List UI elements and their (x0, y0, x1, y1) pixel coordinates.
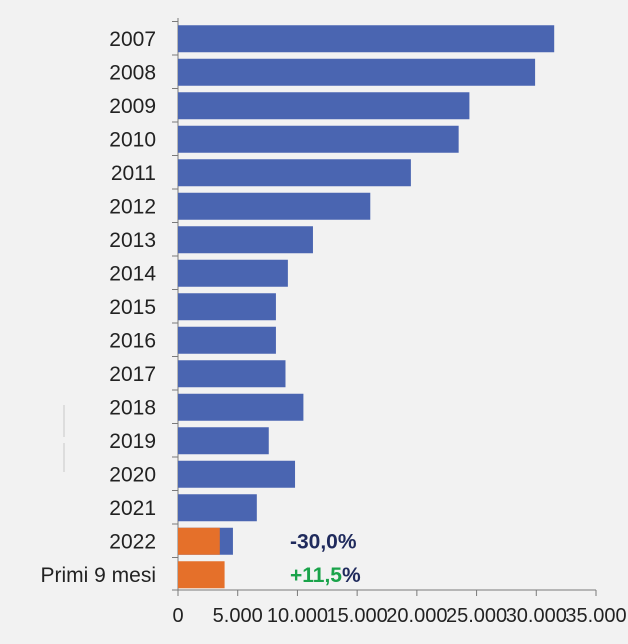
category-label: 2015 (109, 296, 156, 319)
x-tick-label: 5.000 (213, 605, 263, 627)
bar-orange (178, 527, 220, 555)
category-label: 2008 (109, 61, 156, 84)
x-tick-label: 35.000 (565, 605, 626, 627)
bar-blue (178, 125, 459, 153)
bar-blue (178, 159, 411, 187)
category-label: 2009 (109, 95, 156, 118)
category-label: 2020 (109, 463, 156, 486)
category-label: 2010 (109, 128, 156, 151)
bar-blue (178, 393, 304, 421)
annotation-label: +11,5% (290, 564, 361, 587)
category-label: 2021 (109, 497, 156, 520)
bar-blue (178, 92, 470, 120)
x-tick-label: 0 (172, 605, 183, 627)
category-label: 2012 (109, 195, 156, 218)
bar-blue (178, 226, 313, 254)
x-tick-label: 30.000 (506, 605, 567, 627)
annotation-label: -30,0% (290, 530, 357, 553)
bar-blue (178, 58, 536, 86)
category-label: 2018 (109, 396, 156, 419)
bar-orange (178, 561, 225, 589)
annotation-value: -30,0% (290, 530, 357, 553)
bar-blue (178, 427, 269, 455)
category-label: Primi 9 mesi (40, 564, 156, 587)
bar-blue (178, 360, 286, 388)
category-label: 2007 (109, 28, 156, 51)
bar-blue (178, 293, 276, 321)
category-label: 2013 (109, 229, 156, 252)
category-label: 2011 (111, 162, 156, 185)
category-label: 2022 (109, 530, 156, 553)
bar-blue (178, 494, 257, 522)
category-label: 2019 (109, 430, 156, 453)
category-label: 2016 (109, 329, 156, 352)
x-tick-label: 15.000 (327, 605, 388, 627)
x-tick-label: 20.000 (386, 605, 447, 627)
bar-blue (178, 192, 371, 220)
x-tick-label: 10.000 (267, 605, 328, 627)
bar-blue (178, 326, 276, 354)
bar-blue (178, 25, 555, 53)
annotation-suffix: % (342, 564, 361, 587)
bar-blue (178, 460, 296, 488)
x-tick-label: 25.000 (446, 605, 507, 627)
category-label: 2017 (109, 363, 156, 386)
bar-blue (178, 259, 288, 287)
category-label: 2014 (109, 262, 156, 285)
annotation-value: +11,5 (290, 564, 342, 587)
